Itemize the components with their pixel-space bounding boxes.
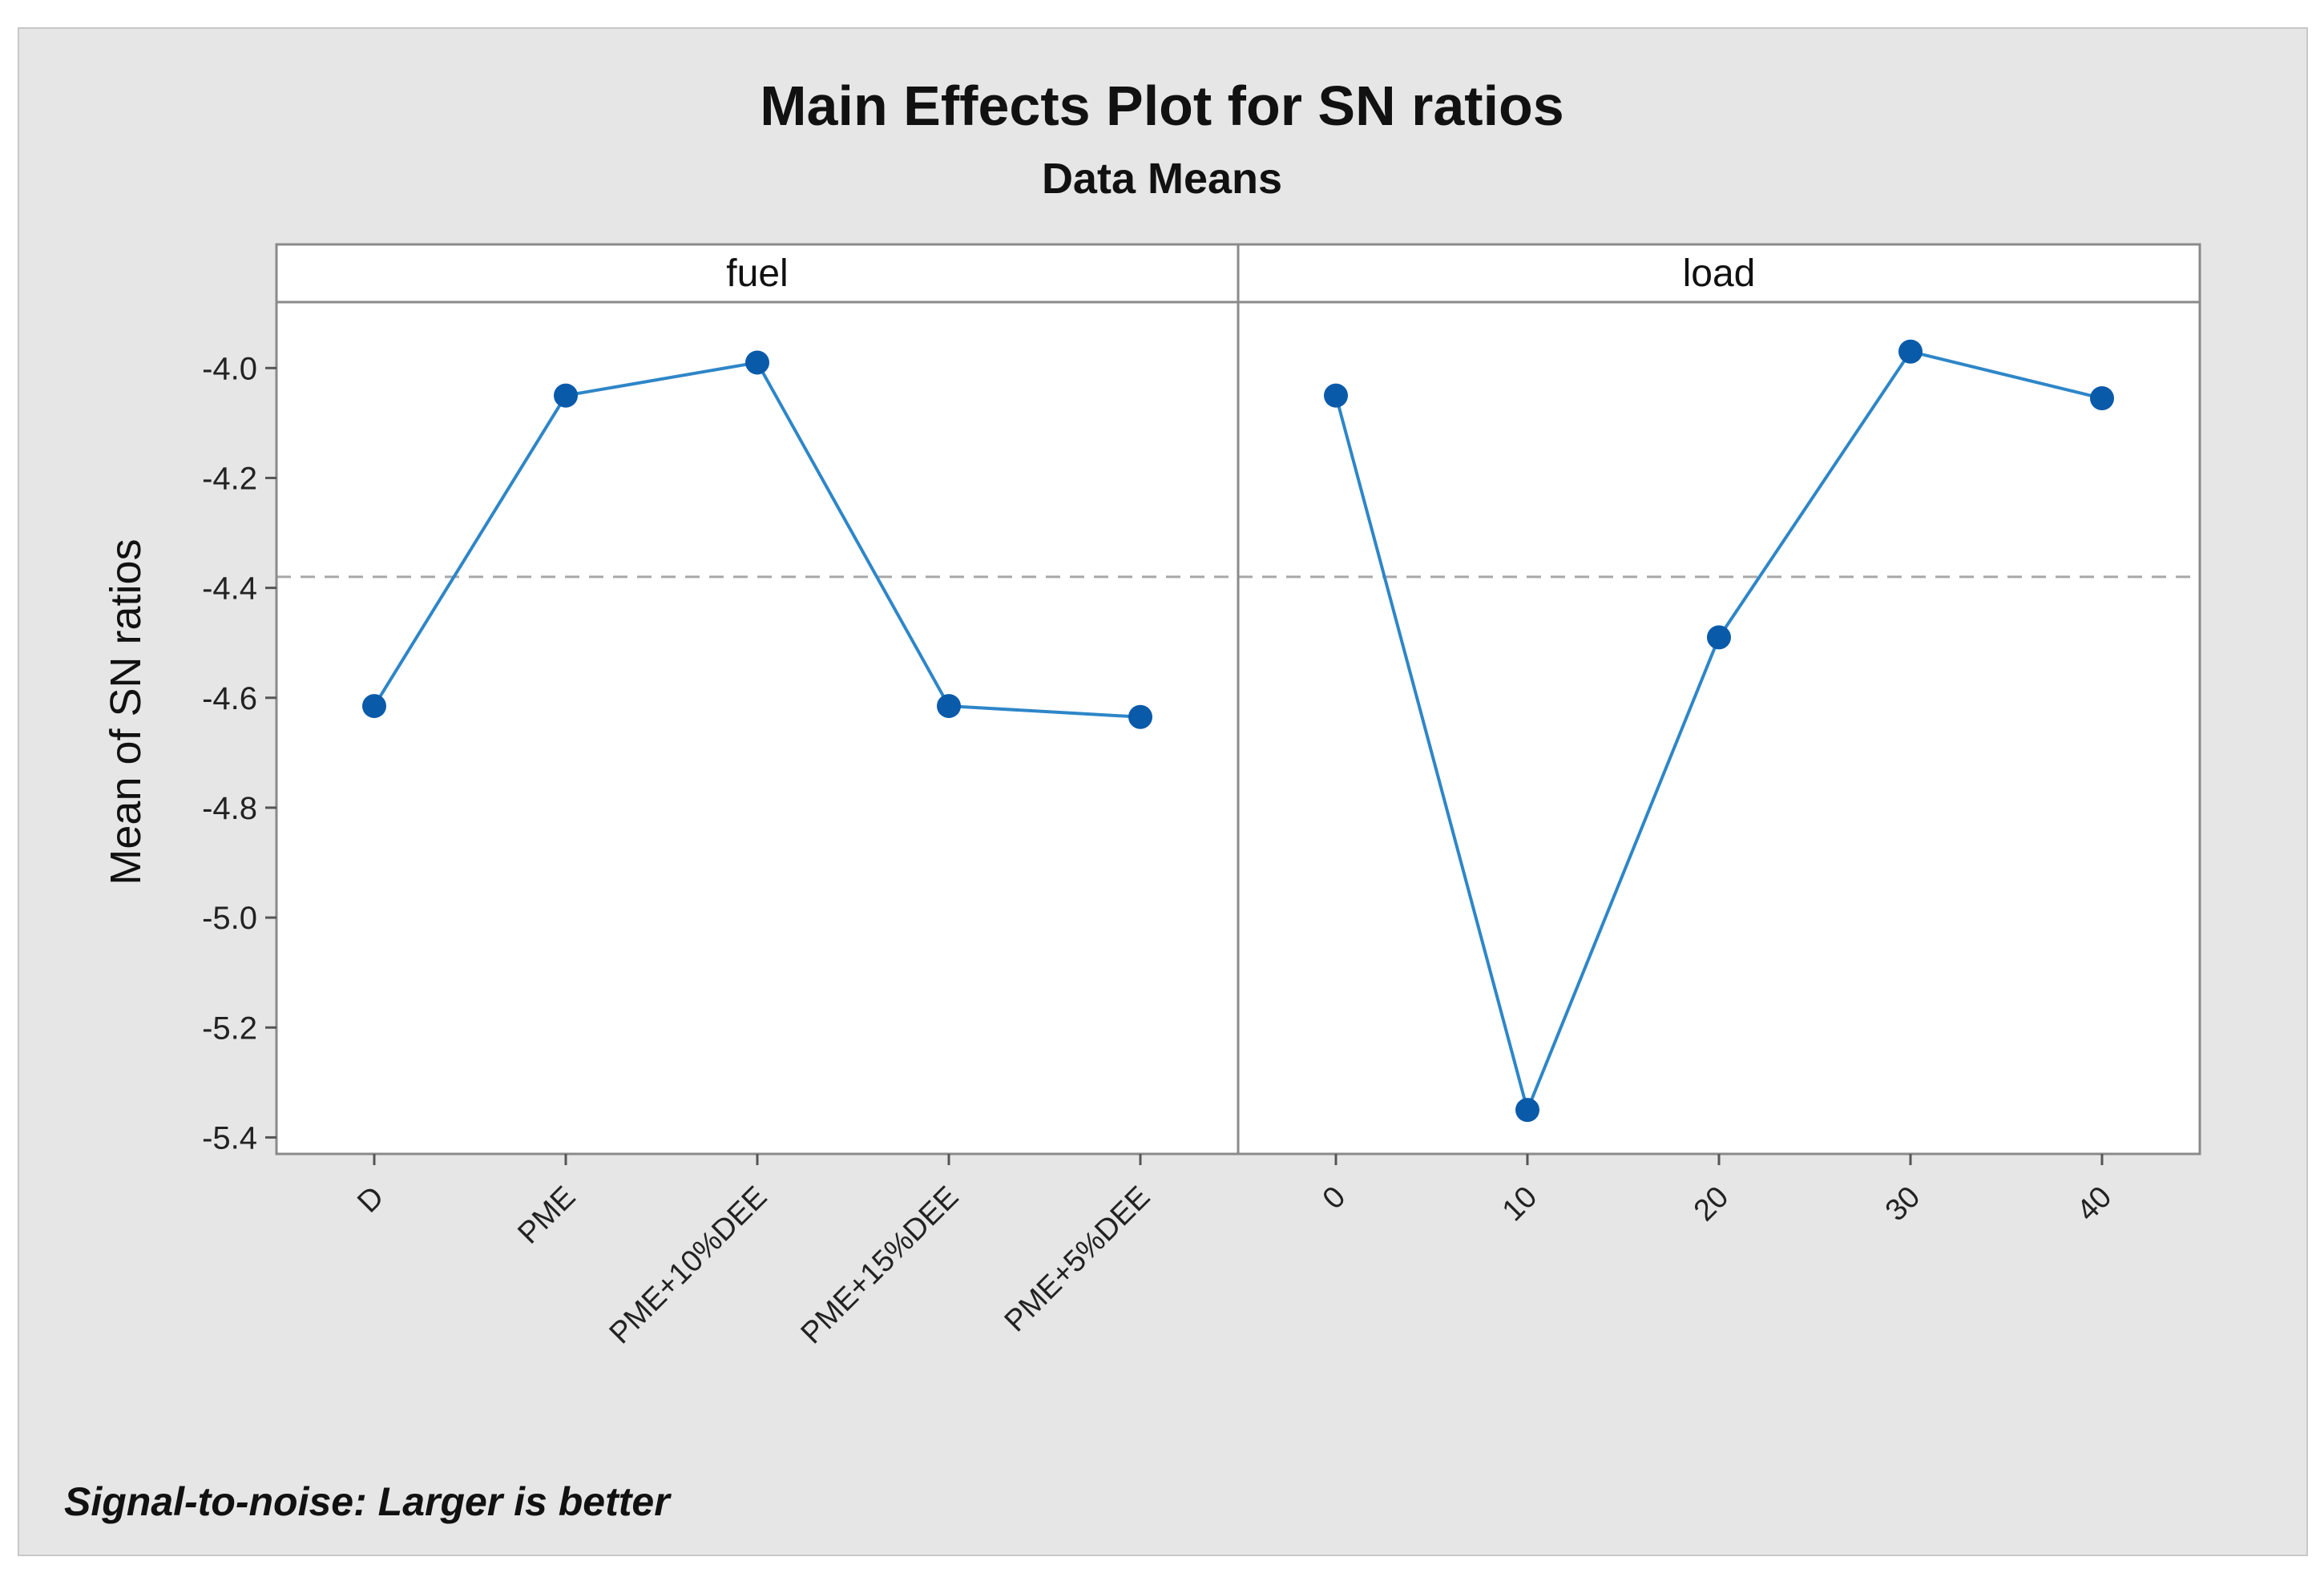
- x-tick-label: 20: [1688, 1180, 1736, 1228]
- data-point: [745, 350, 769, 375]
- x-tick-label: 0: [1317, 1180, 1353, 1216]
- y-tick-label: -4.2: [202, 461, 257, 496]
- data-point: [1515, 1098, 1539, 1123]
- x-tick-label: PME: [511, 1180, 582, 1251]
- x-tick-label: 30: [1879, 1180, 1927, 1228]
- x-tick-label: PME+5%DEE: [999, 1180, 1157, 1339]
- data-point: [1898, 339, 1923, 364]
- chart-subtitle: Data Means: [1041, 155, 1283, 203]
- x-tick-label: 40: [2071, 1180, 2119, 1228]
- data-point: [937, 694, 961, 719]
- y-tick-label: -4.8: [202, 791, 257, 826]
- y-tick-label: -5.2: [202, 1010, 257, 1046]
- chart-footnote: Signal-to-noise: Larger is better: [64, 1479, 670, 1524]
- data-point: [1324, 383, 1348, 408]
- y-tick-label: -4.4: [202, 571, 257, 607]
- panel-label-load: load: [1683, 252, 1756, 295]
- x-tick-label: 10: [1496, 1180, 1544, 1228]
- data-point: [1707, 625, 1731, 650]
- x-tick-label: PME+10%DEE: [603, 1180, 774, 1351]
- y-axis-label: Mean of SN ratios: [102, 538, 150, 885]
- x-tick-label: D: [351, 1180, 390, 1220]
- panel-strip-fuel: [275, 243, 1240, 304]
- data-point: [1128, 704, 1152, 729]
- panel-strip-load: [1237, 243, 2201, 304]
- data-point: [2090, 386, 2114, 411]
- x-tick-label: PME+15%DEE: [795, 1180, 966, 1351]
- y-tick-label: -4.0: [202, 351, 257, 386]
- y-tick-label: -5.0: [202, 901, 257, 936]
- data-point: [362, 694, 386, 719]
- y-tick-label: -5.4: [202, 1120, 257, 1156]
- panel-label-fuel: fuel: [726, 252, 788, 295]
- data-point: [554, 383, 578, 408]
- y-tick-label: -4.6: [202, 681, 257, 716]
- chart-title: Main Effects Plot for SN ratios: [760, 75, 1564, 137]
